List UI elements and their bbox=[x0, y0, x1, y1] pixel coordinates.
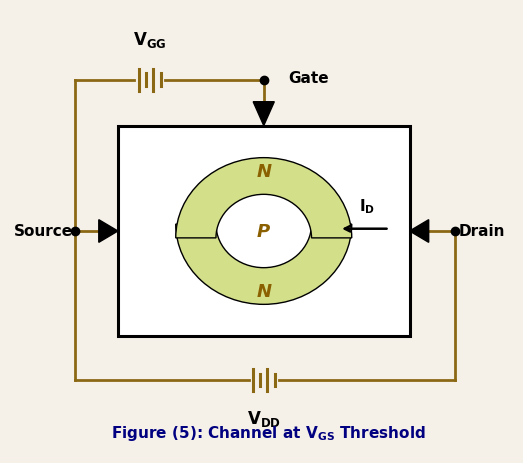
Text: P: P bbox=[257, 223, 270, 240]
Text: $\mathregular{I_D}$: $\mathregular{I_D}$ bbox=[359, 197, 375, 215]
Polygon shape bbox=[99, 220, 118, 243]
Wedge shape bbox=[176, 225, 352, 305]
Text: Figure (5): Channel at $\mathregular{V_{GS}}$ Threshold: Figure (5): Channel at $\mathregular{V_{… bbox=[111, 423, 426, 442]
Text: $\mathregular{V_{GG}}$: $\mathregular{V_{GG}}$ bbox=[133, 30, 166, 50]
Text: Drain: Drain bbox=[459, 224, 505, 239]
Text: N: N bbox=[256, 163, 271, 181]
Text: $\mathregular{V_{DD}}$: $\mathregular{V_{DD}}$ bbox=[247, 408, 281, 428]
Text: Source: Source bbox=[14, 224, 73, 239]
Polygon shape bbox=[253, 102, 274, 126]
Wedge shape bbox=[176, 158, 352, 238]
Text: Gate: Gate bbox=[288, 71, 328, 86]
Text: N: N bbox=[256, 282, 271, 300]
Bar bbox=[118, 126, 410, 337]
Polygon shape bbox=[410, 220, 429, 243]
